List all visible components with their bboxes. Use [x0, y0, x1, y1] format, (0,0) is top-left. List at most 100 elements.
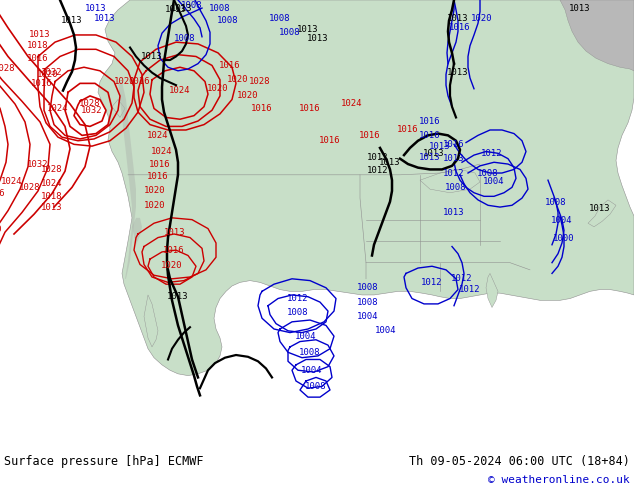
Text: 1008: 1008 — [545, 198, 567, 207]
Text: 1008: 1008 — [357, 297, 378, 307]
Polygon shape — [486, 273, 498, 308]
Text: 1024: 1024 — [1, 177, 23, 187]
Text: 1016: 1016 — [219, 61, 241, 70]
Text: 1013: 1013 — [419, 153, 441, 162]
Text: 1012: 1012 — [451, 274, 473, 283]
Text: 1016: 1016 — [147, 172, 169, 181]
Text: 1013: 1013 — [429, 142, 451, 150]
Text: 1013: 1013 — [569, 3, 591, 13]
Text: 1008: 1008 — [299, 348, 321, 357]
Text: 1032: 1032 — [81, 106, 103, 115]
Text: 1024: 1024 — [152, 147, 172, 156]
Polygon shape — [98, 0, 634, 376]
Text: 1008: 1008 — [217, 16, 239, 25]
Text: 1013: 1013 — [85, 3, 107, 13]
Text: 1028: 1028 — [19, 183, 41, 192]
Text: 1020: 1020 — [145, 201, 165, 210]
Text: 1000: 1000 — [553, 234, 575, 243]
Polygon shape — [112, 99, 125, 118]
Text: 1013: 1013 — [29, 30, 51, 40]
Polygon shape — [420, 170, 480, 193]
Text: 1013: 1013 — [447, 14, 469, 24]
Text: 1020: 1020 — [471, 14, 493, 24]
Text: 1008: 1008 — [357, 283, 378, 292]
Text: Surface pressure [hPa] ECMWF: Surface pressure [hPa] ECMWF — [4, 455, 204, 468]
Text: © weatheronline.co.uk: © weatheronline.co.uk — [488, 475, 630, 485]
Text: 1004: 1004 — [551, 216, 573, 225]
Text: 1013: 1013 — [379, 158, 401, 167]
Text: 1012: 1012 — [481, 149, 503, 158]
Text: 1008: 1008 — [209, 3, 231, 13]
Text: 1013: 1013 — [171, 3, 193, 13]
Text: 1013: 1013 — [141, 52, 163, 61]
Text: 1013: 1013 — [424, 149, 444, 158]
Text: 1024: 1024 — [48, 104, 68, 113]
Text: 1016: 1016 — [419, 131, 441, 140]
Text: 1016: 1016 — [299, 104, 321, 113]
Text: 1020: 1020 — [237, 91, 259, 99]
Text: 1028: 1028 — [41, 165, 63, 174]
Polygon shape — [144, 295, 158, 347]
Text: 1004: 1004 — [375, 326, 397, 335]
Text: 1020: 1020 — [227, 75, 249, 84]
Text: 1013: 1013 — [94, 14, 116, 24]
Text: 1016: 1016 — [0, 189, 6, 198]
Text: 1028: 1028 — [249, 77, 271, 86]
Text: 1016: 1016 — [419, 117, 441, 125]
Text: 1012: 1012 — [443, 169, 465, 177]
Text: 1024: 1024 — [341, 98, 363, 108]
Text: 1016: 1016 — [443, 140, 465, 149]
Text: 1016: 1016 — [149, 160, 171, 169]
Text: Th 09-05-2024 06:00 UTC (18+84): Th 09-05-2024 06:00 UTC (18+84) — [409, 455, 630, 468]
Text: 1012: 1012 — [421, 278, 443, 287]
Text: 1024: 1024 — [169, 86, 191, 95]
Text: 1012: 1012 — [367, 153, 389, 162]
Text: 1012: 1012 — [287, 294, 309, 303]
Text: 1013: 1013 — [443, 154, 465, 163]
Text: 1032: 1032 — [41, 68, 63, 77]
Text: 1013: 1013 — [164, 228, 186, 237]
Polygon shape — [132, 218, 142, 245]
Text: 1013: 1013 — [589, 204, 611, 213]
Text: 1008: 1008 — [477, 169, 499, 177]
Text: 1008: 1008 — [445, 183, 467, 192]
Text: 1013: 1013 — [443, 208, 465, 217]
Polygon shape — [118, 81, 136, 279]
Text: 1016: 1016 — [163, 245, 184, 255]
Text: 1028: 1028 — [79, 99, 101, 108]
Text: 1020: 1020 — [37, 70, 59, 79]
Text: 1004: 1004 — [295, 332, 317, 341]
Text: 1013: 1013 — [297, 25, 319, 34]
Text: 1013: 1013 — [41, 202, 63, 212]
Text: 1020: 1020 — [114, 77, 136, 86]
Text: 1013: 1013 — [61, 16, 83, 25]
Text: 1008: 1008 — [305, 382, 327, 391]
Text: 1008: 1008 — [279, 28, 301, 37]
Text: 1016: 1016 — [398, 125, 418, 134]
Text: 1024: 1024 — [41, 179, 63, 188]
Text: 1024: 1024 — [147, 131, 169, 140]
Text: 1008: 1008 — [181, 1, 203, 10]
Text: 1012: 1012 — [459, 285, 481, 294]
Text: 1018: 1018 — [41, 192, 63, 201]
Text: 1012: 1012 — [367, 166, 389, 175]
Text: 1016: 1016 — [251, 104, 273, 113]
Text: 1028: 1028 — [0, 64, 16, 73]
Polygon shape — [588, 200, 616, 227]
Text: 1008: 1008 — [269, 14, 291, 24]
Text: 1016: 1016 — [31, 79, 53, 88]
Text: 1020: 1020 — [0, 225, 3, 234]
Text: 1016: 1016 — [359, 131, 381, 140]
Text: 1016: 1016 — [129, 77, 151, 86]
Text: 1020: 1020 — [207, 84, 229, 93]
Text: 1004: 1004 — [301, 366, 323, 375]
Text: 1004: 1004 — [357, 312, 378, 321]
Text: 1020: 1020 — [161, 261, 183, 270]
Text: 1020: 1020 — [145, 187, 165, 196]
Text: 1016: 1016 — [450, 24, 471, 32]
Polygon shape — [560, 0, 634, 71]
Text: 1016: 1016 — [320, 136, 340, 145]
Text: 1016: 1016 — [27, 54, 49, 63]
Text: 1018: 1018 — [27, 41, 49, 50]
Text: 1013: 1013 — [165, 5, 187, 14]
